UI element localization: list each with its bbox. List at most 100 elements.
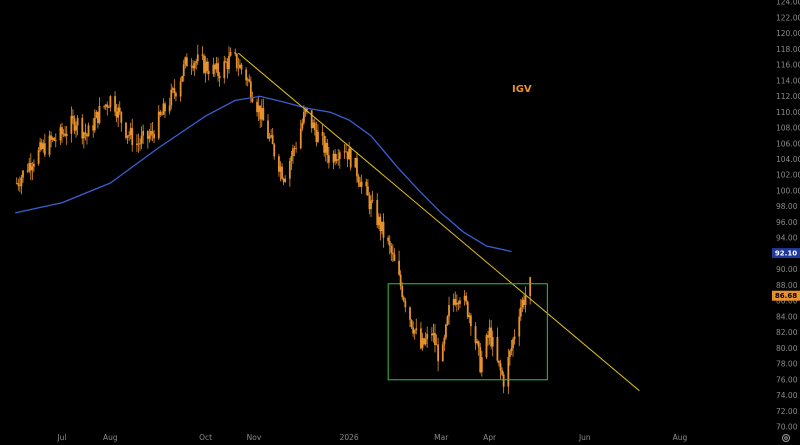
x-tick-label: Nov <box>247 433 262 442</box>
y-tick-label: 100.00 <box>776 186 800 195</box>
candle-body <box>292 148 294 157</box>
candle-body <box>301 122 304 129</box>
candle-body <box>29 162 32 171</box>
candle-body <box>43 143 46 155</box>
candle-body <box>379 216 382 232</box>
x-tick-label: Jun <box>578 433 591 442</box>
candle-body <box>398 260 400 275</box>
y-tick-label: 72.00 <box>776 407 798 416</box>
y-tick-label: 104.00 <box>776 155 800 164</box>
candle-body <box>357 176 360 183</box>
candle-body <box>196 54 199 62</box>
moving-average-line <box>15 95 512 253</box>
candle-body <box>499 363 502 371</box>
candle-body <box>125 122 127 138</box>
candle-body <box>162 103 165 115</box>
candle-body <box>512 339 514 349</box>
candle-body <box>37 149 40 164</box>
candle-body <box>42 143 45 150</box>
candle-body <box>529 277 532 297</box>
candle-body <box>368 195 371 210</box>
candle-body <box>249 81 252 99</box>
candle-body <box>203 55 205 73</box>
candle-body <box>370 200 372 210</box>
candle-body <box>327 155 330 163</box>
candle-body <box>65 133 68 137</box>
y-tick-label: 84.00 <box>776 312 798 321</box>
candle-body <box>54 140 57 142</box>
candle-body <box>448 305 450 317</box>
candle-body <box>70 115 73 134</box>
candle-body <box>480 357 483 373</box>
candle-body <box>334 153 337 162</box>
y-tick-label: 120.00 <box>776 29 800 38</box>
candle-body <box>295 148 297 150</box>
candle-body <box>455 302 458 305</box>
candle-body <box>391 252 394 255</box>
candle-body <box>491 337 494 347</box>
candle-body <box>179 81 182 97</box>
candle-body <box>18 185 21 187</box>
candle-body <box>299 128 302 149</box>
candle-body <box>282 178 285 182</box>
y-tick-label: 124.00 <box>776 0 800 7</box>
candle-body <box>454 298 457 305</box>
y-tick-label: 118.00 <box>776 45 800 54</box>
candle-body <box>229 51 232 56</box>
candle-body <box>217 63 219 76</box>
candle-body <box>310 110 313 129</box>
candle-body <box>260 108 263 120</box>
candle-body <box>195 61 198 64</box>
candle-body <box>103 105 106 107</box>
candle-body <box>420 328 422 349</box>
moving-average-series <box>15 95 512 253</box>
range-box[interactable] <box>387 283 548 381</box>
candle-body <box>343 151 346 153</box>
candle-body <box>137 143 140 145</box>
candle-body <box>53 137 56 141</box>
candle-body <box>399 274 402 286</box>
trendline[interactable] <box>238 52 640 392</box>
candle-body <box>28 162 31 172</box>
candle-body <box>273 144 276 157</box>
candle-body <box>59 127 62 141</box>
candle-body <box>17 183 20 186</box>
candle-body <box>214 64 216 70</box>
time-axis[interactable]: Jul Aug Oct Nov 2026 Mar Apr Jun Aug <box>56 433 687 442</box>
candle-body <box>22 170 24 178</box>
candle-body <box>360 181 363 187</box>
settings-icon[interactable] <box>782 434 790 442</box>
y-tick-label: 98.00 <box>776 202 798 211</box>
candle-body <box>402 297 405 301</box>
price-axis[interactable]: 70.00 72.00 74.00 76.00 78.00 80.00 82.00 84.00… <box>772 0 800 432</box>
candle-body <box>412 327 415 334</box>
candle-body <box>434 333 436 346</box>
candle-body <box>48 135 51 155</box>
candle-body <box>290 156 293 162</box>
candle-body <box>218 75 221 79</box>
candle-body <box>146 130 149 139</box>
candle-body <box>424 338 427 345</box>
candle-body <box>224 61 227 63</box>
y-tick-label: 70.00 <box>776 423 798 432</box>
candle-body <box>234 51 237 54</box>
candle-body <box>95 111 98 119</box>
candle-body <box>192 65 194 69</box>
candle-body <box>502 374 505 387</box>
candle-body <box>381 221 383 232</box>
candle-body <box>479 347 482 373</box>
candle-body <box>226 62 229 70</box>
candle-body <box>240 64 243 70</box>
candle-body <box>106 104 109 108</box>
candle-body <box>193 63 196 69</box>
y-tick-label: 80.00 <box>776 344 798 353</box>
candle-body <box>259 105 262 120</box>
candle-body <box>279 166 282 172</box>
candle-body <box>523 299 525 306</box>
candle-body <box>251 98 254 102</box>
candle-body <box>469 315 472 327</box>
y-tick-label: 122.00 <box>776 13 800 22</box>
candle-body <box>126 135 129 138</box>
candle-body <box>474 326 477 344</box>
